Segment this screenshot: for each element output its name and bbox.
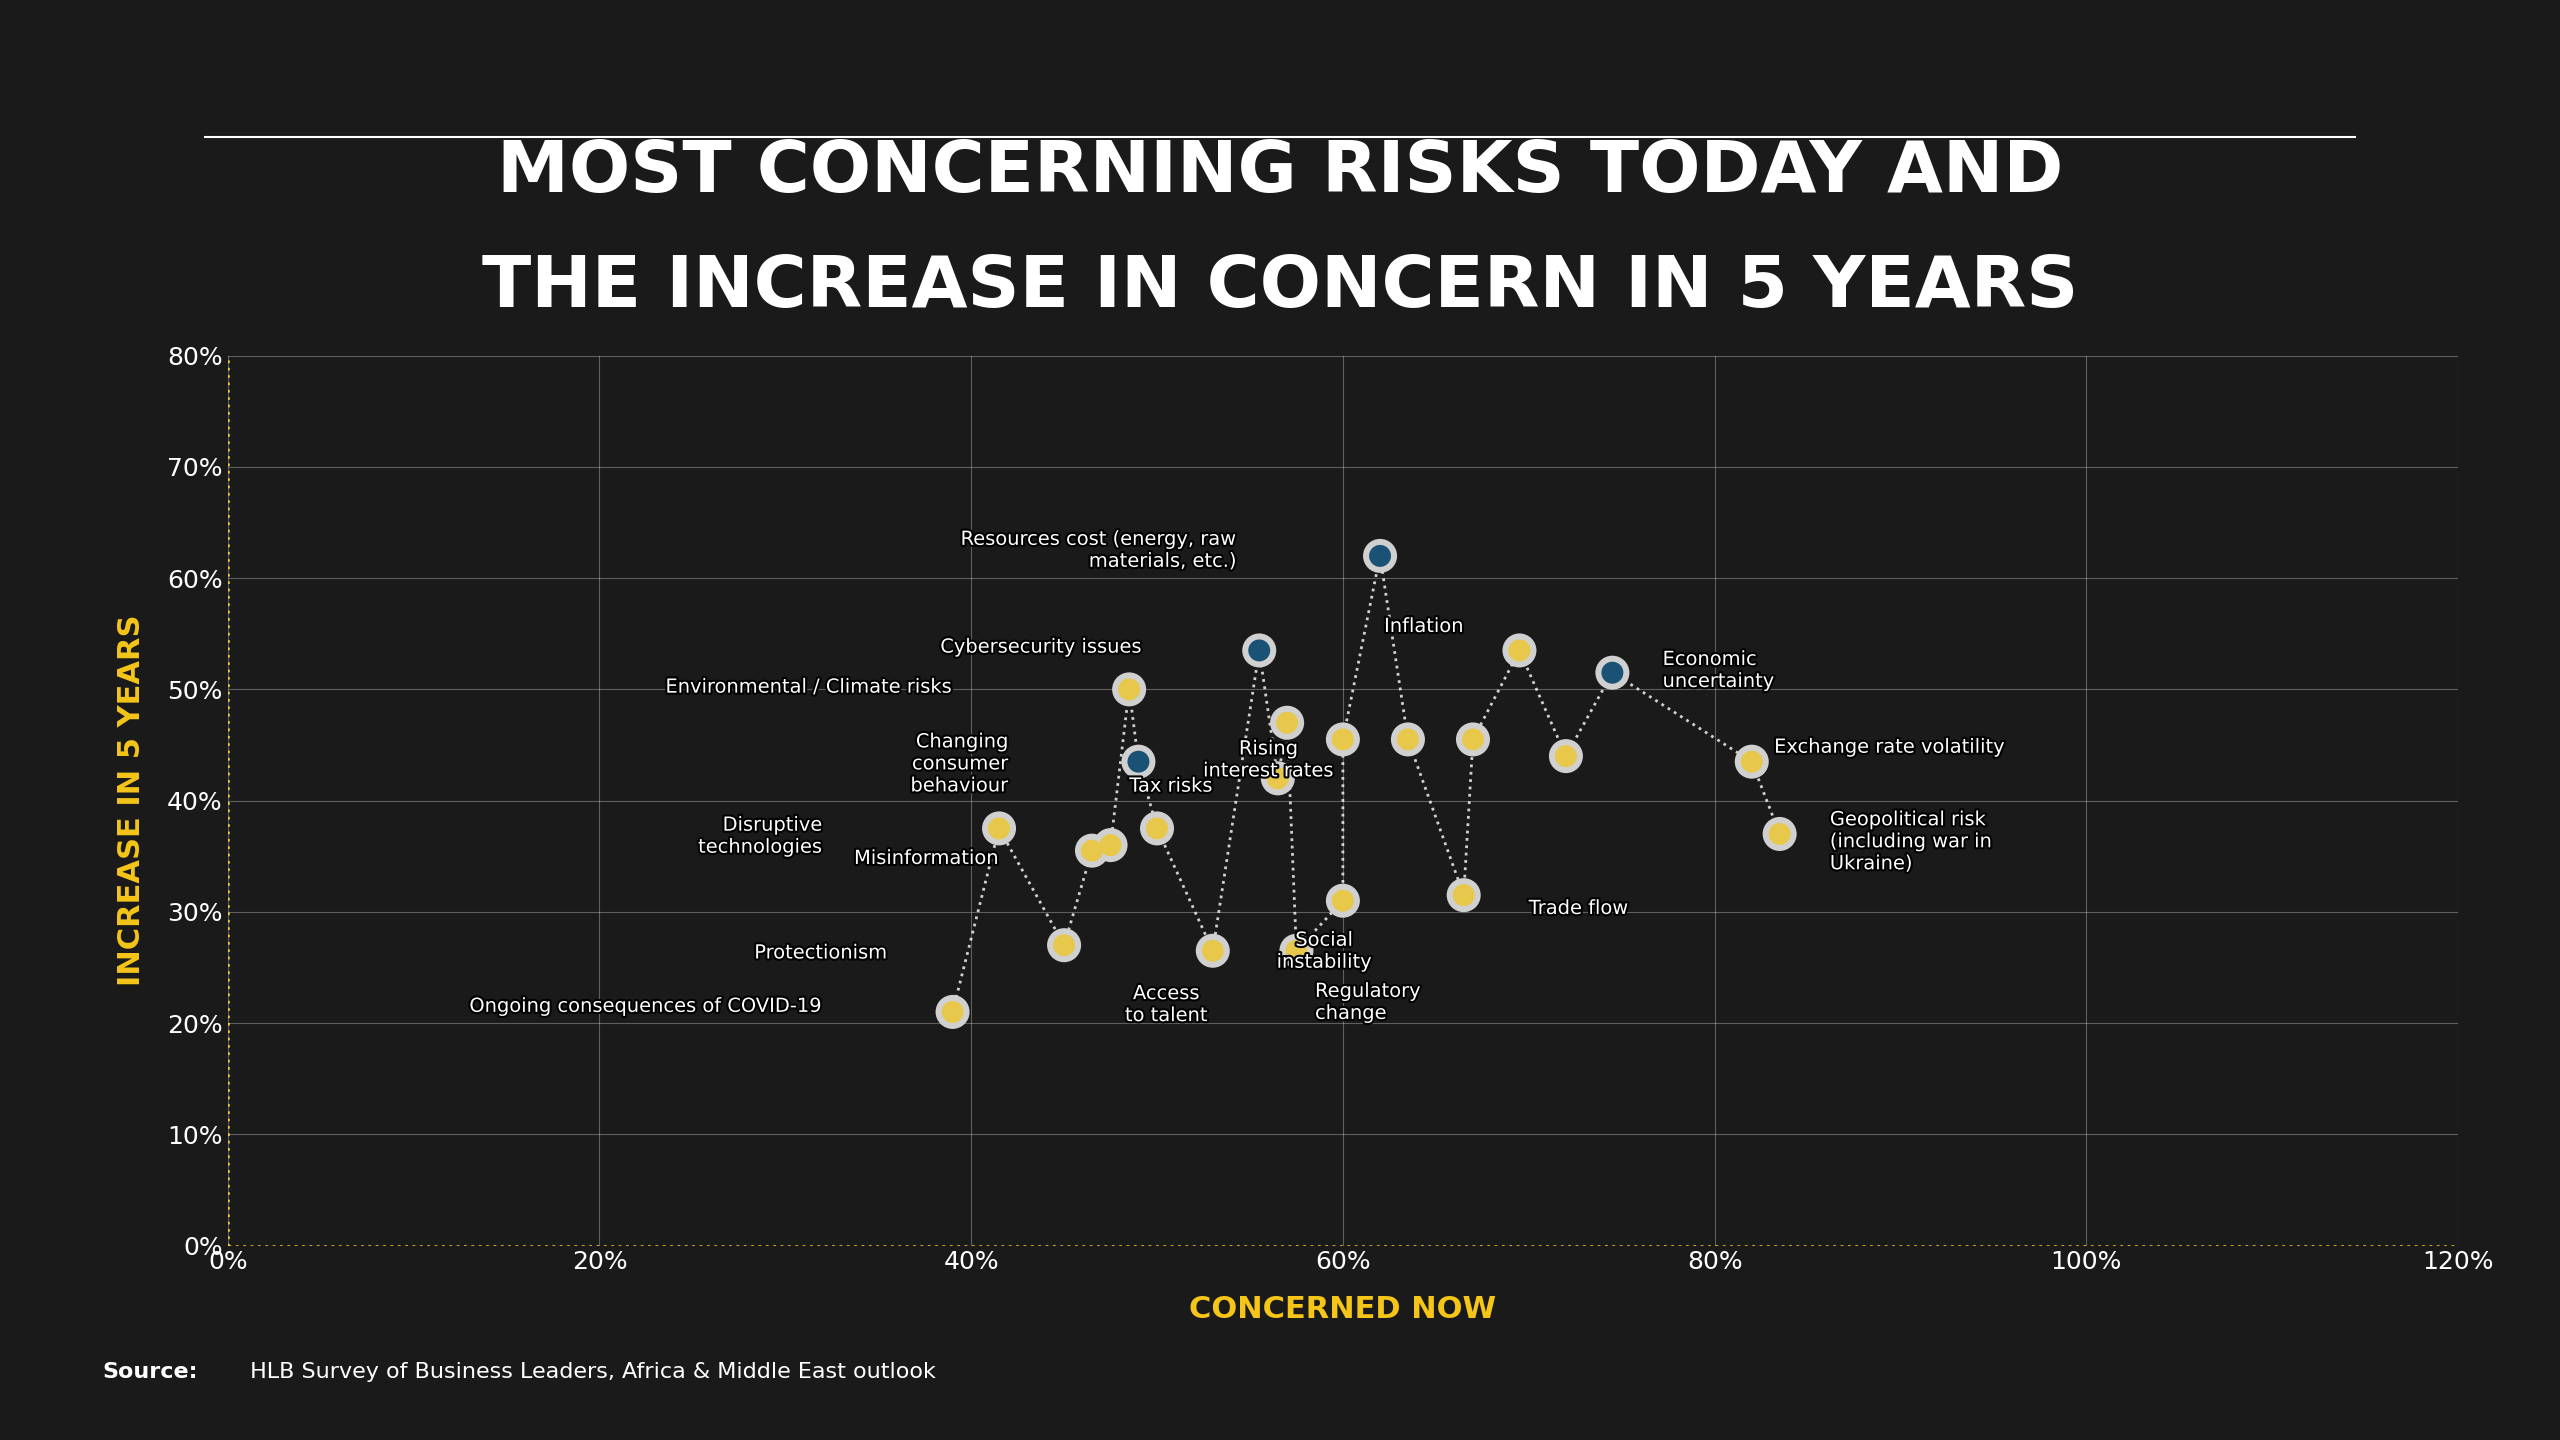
Point — [1108, 678, 1149, 701]
Point — [1500, 639, 1541, 662]
Point — [1108, 678, 1149, 701]
Point — [932, 1001, 973, 1024]
Point — [1275, 939, 1316, 962]
Point — [1592, 661, 1633, 684]
Point — [1731, 750, 1772, 773]
Point — [1119, 750, 1160, 773]
Text: Misinformation: Misinformation — [855, 850, 998, 868]
Point — [1359, 544, 1400, 567]
Text: Access
to talent: Access to talent — [1124, 984, 1208, 1025]
Point — [932, 1001, 973, 1024]
Text: Inflation: Inflation — [1385, 616, 1464, 636]
Point — [1759, 822, 1800, 845]
Point — [1546, 744, 1587, 768]
Text: Source:: Source: — [102, 1362, 197, 1382]
Point — [1137, 816, 1178, 840]
Point — [1193, 939, 1234, 962]
Text: MOST CONCERNING RISKS TODAY AND: MOST CONCERNING RISKS TODAY AND — [497, 138, 2063, 207]
Text: Economic
uncertainty: Economic uncertainty — [1661, 649, 1774, 691]
Point — [1500, 639, 1541, 662]
Text: Changing
consumer
behaviour: Changing consumer behaviour — [911, 733, 1009, 795]
Point — [1731, 750, 1772, 773]
Text: Protectionism: Protectionism — [755, 943, 888, 962]
Point — [978, 816, 1019, 840]
Point — [1388, 727, 1428, 750]
Text: Disruptive
technologies: Disruptive technologies — [699, 815, 822, 857]
Y-axis label: INCREASE IN 5 YEARS: INCREASE IN 5 YEARS — [118, 615, 146, 986]
Point — [1137, 816, 1178, 840]
Text: Geopolitical risk
(including war in
Ukraine): Geopolitical risk (including war in Ukra… — [1830, 811, 1992, 873]
Point — [1044, 933, 1085, 956]
Point — [1592, 661, 1633, 684]
Point — [1267, 711, 1308, 734]
Text: Rising
interest rates: Rising interest rates — [1203, 739, 1334, 780]
Point — [1324, 888, 1364, 912]
Point — [1267, 711, 1308, 734]
Point — [1239, 639, 1280, 662]
Point — [1444, 884, 1485, 907]
Point — [1388, 727, 1428, 750]
Text: THE INCREASE IN CONCERN IN 5 YEARS: THE INCREASE IN CONCERN IN 5 YEARS — [481, 253, 2079, 323]
Point — [1452, 727, 1492, 750]
Point — [1257, 768, 1298, 791]
Text: Environmental / Climate risks: Environmental / Climate risks — [666, 678, 952, 697]
Point — [1239, 639, 1280, 662]
Point — [1073, 840, 1114, 863]
Text: Regulatory
change: Regulatory change — [1316, 982, 1421, 1022]
Point — [1073, 840, 1114, 863]
Point — [1193, 939, 1234, 962]
Text: Ongoing consequences of COVID-19: Ongoing consequences of COVID-19 — [468, 996, 822, 1015]
X-axis label: CONCERNED NOW: CONCERNED NOW — [1190, 1295, 1498, 1325]
Point — [1452, 727, 1492, 750]
Point — [1444, 884, 1485, 907]
Point — [1324, 888, 1364, 912]
Point — [1275, 939, 1316, 962]
Point — [1324, 727, 1364, 750]
Point — [1324, 727, 1364, 750]
Point — [1091, 834, 1132, 857]
Point — [978, 816, 1019, 840]
Text: Social
instability: Social instability — [1277, 930, 1372, 972]
Point — [1546, 744, 1587, 768]
Point — [1119, 750, 1160, 773]
Point — [1091, 834, 1132, 857]
Point — [1257, 768, 1298, 791]
Text: Exchange rate volatility: Exchange rate volatility — [1774, 737, 2004, 756]
Point — [1044, 933, 1085, 956]
Text: Cybersecurity issues: Cybersecurity issues — [940, 638, 1142, 657]
Point — [1359, 544, 1400, 567]
Text: Tax risks: Tax risks — [1129, 776, 1213, 796]
Text: Resources cost (energy, raw
materials, etc.): Resources cost (energy, raw materials, e… — [960, 530, 1236, 570]
Text: HLB Survey of Business Leaders, Africa & Middle East outlook: HLB Survey of Business Leaders, Africa &… — [243, 1362, 937, 1382]
Text: Trade flow: Trade flow — [1528, 899, 1628, 917]
Point — [1759, 822, 1800, 845]
